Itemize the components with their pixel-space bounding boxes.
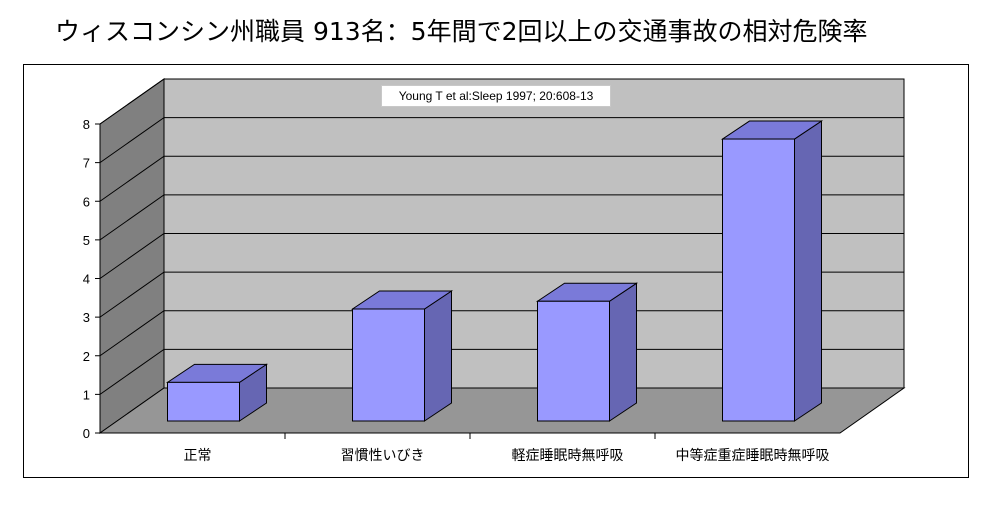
gridline bbox=[99, 155, 904, 202]
y-tick-label: 2 bbox=[83, 349, 90, 364]
y-tick-label: 6 bbox=[83, 194, 90, 209]
gridline bbox=[99, 348, 904, 395]
chart-gridlines bbox=[99, 78, 904, 395]
bar-4 bbox=[720, 120, 824, 422]
bar-front bbox=[352, 308, 425, 422]
category-label: 中等症重症睡眠時無呼吸 bbox=[676, 447, 830, 464]
x-axis-categories: 正常 習慣性いびき 軽症睡眠時無呼吸 中等症重症睡眠時無呼吸 bbox=[100, 432, 840, 464]
category-label: 正常 bbox=[184, 448, 212, 464]
bar-1 bbox=[165, 363, 269, 422]
gridline bbox=[99, 233, 904, 279]
category-label: 習慣性いびき bbox=[341, 447, 425, 464]
category-label: 軽症睡眠時無呼吸 bbox=[512, 448, 624, 464]
gridline bbox=[99, 194, 904, 241]
gridline bbox=[99, 78, 904, 125]
bar-3 bbox=[535, 282, 639, 422]
y-tick-label: 1 bbox=[83, 387, 90, 402]
bar-side bbox=[794, 120, 822, 422]
gridline bbox=[99, 271, 904, 318]
source-annotation: Young T et al:Sleep 1997; 20:608-13 bbox=[381, 85, 611, 107]
bar-front bbox=[722, 138, 795, 422]
y-tick-label: 3 bbox=[83, 310, 90, 325]
chart-title: ウィスコンシン州職員 913名：5年間で2回以上の交通事故の相対危険率 bbox=[55, 17, 868, 46]
gridline bbox=[99, 117, 904, 164]
y-tick-label: 8 bbox=[83, 117, 90, 132]
bar-2 bbox=[350, 290, 454, 422]
bar-side bbox=[424, 290, 452, 422]
y-tick-label: 0 bbox=[83, 426, 90, 441]
y-tick-label: 4 bbox=[83, 272, 90, 287]
y-axis-ticks: 0 1 2 3 4 5 6 7 8 bbox=[83, 117, 101, 441]
y-tick-label: 5 bbox=[83, 233, 90, 248]
bar-front bbox=[167, 381, 240, 422]
y-tick-label: 7 bbox=[83, 156, 90, 171]
chart-bars bbox=[165, 120, 824, 422]
gridline bbox=[99, 310, 904, 357]
bar-front bbox=[537, 300, 610, 422]
bar-side bbox=[609, 282, 637, 422]
